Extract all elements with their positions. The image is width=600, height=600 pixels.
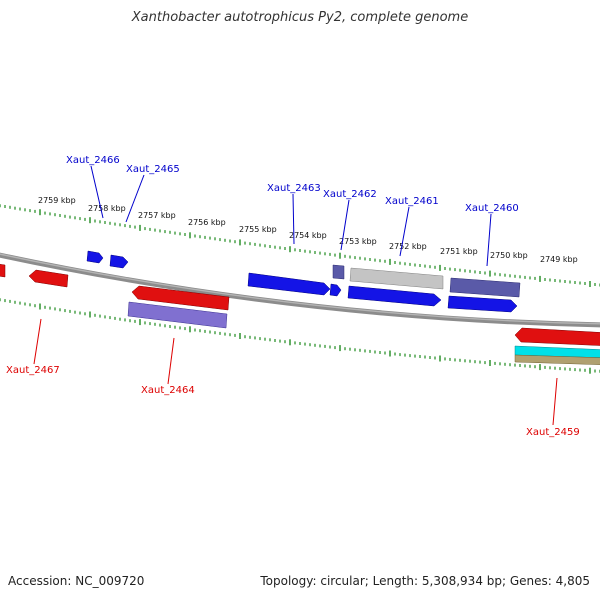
accession-text: Accession: NC_009720 [8,574,145,588]
gene-block-xaut-2461[interactable] [349,267,444,290]
leader-line-xaut-2463 [292,193,295,245]
gene-label-xaut-2461[interactable]: Xaut_2461 [385,196,439,207]
scale-label: 2759 kbp [38,196,76,205]
gene-arrow-xaut-2467[interactable] [28,269,69,288]
leader-line-xaut-2460 [486,213,492,267]
gene-label-xaut-2464[interactable]: Xaut_2464 [141,385,195,396]
scale-label: 2752 kbp [389,242,427,251]
gene-arrow-xaut-2459[interactable] [514,327,600,346]
gene-label-xaut-2465[interactable]: Xaut_2465 [126,164,180,175]
scale-label: 2750 kbp [490,251,528,260]
scale-label: 2756 kbp [188,218,226,227]
leader-line-xaut-2465 [125,174,145,223]
gene-arrow-xaut-2466[interactable] [86,250,104,264]
label-leader-lines [33,165,558,426]
leader-line-xaut-2462 [340,199,350,251]
gene-block-tan[interactable] [514,354,600,365]
leader-line-xaut-2466 [90,165,104,219]
outer-scale-ticks [0,204,600,287]
forward-strand-genes [86,250,521,313]
scale-label: 2757 kbp [138,211,176,220]
scale-label: 2751 kbp [440,247,478,256]
gene-label-xaut-2462[interactable]: Xaut_2462 [323,189,377,200]
scale-label: 2758 kbp [88,204,126,213]
gene-block-edge[interactable] [0,264,6,278]
scale-label: 2753 kbp [339,237,377,246]
genome-summary-text: Topology: circular; Length: 5,308,934 bp… [260,574,590,588]
gene-arrow-xaut-2462-small[interactable] [329,283,342,297]
genome-backbone-highlight [0,253,600,325]
gene-block-xaut-2460[interactable] [449,277,521,298]
leader-line-xaut-2459 [552,377,558,426]
genome-backbone [0,252,600,328]
scale-label: 2754 kbp [289,231,327,240]
gene-block-xaut-2464[interactable] [127,301,228,329]
leader-line-xaut-2461 [399,206,410,257]
leader-line-xaut-2467 [33,318,42,365]
gene-label-xaut-2466[interactable]: Xaut_2466 [66,155,120,166]
reverse-strand-genes [0,264,600,365]
leader-line-xaut-2464 [167,337,175,385]
gene-arrow-xaut-2464[interactable] [131,285,230,311]
gene-arrow-xaut-2460[interactable] [447,295,518,313]
scale-label: 2755 kbp [239,225,277,234]
gene-block-cyan[interactable] [514,345,600,358]
gene-label-xaut-2467[interactable]: Xaut_2467 [6,365,60,376]
map-title: Xanthobacter autotrophicus Py2, complete… [131,10,469,25]
inner-scale-ticks [0,298,600,374]
gene-labels: Xaut_2466 Xaut_2465 Xaut_2463 Xaut_2462 … [6,155,580,438]
gene-label-xaut-2459[interactable]: Xaut_2459 [526,427,580,438]
gene-label-xaut-2463[interactable]: Xaut_2463 [267,183,321,194]
gene-arrow-xaut-2465[interactable] [109,254,129,269]
scale-labels: 2759 kbp 2758 kbp 2757 kbp 2756 kbp 2755… [38,196,578,264]
gene-arrow-xaut-2463[interactable] [247,272,331,296]
gene-block-xaut-2462[interactable] [332,264,345,280]
gene-label-xaut-2460[interactable]: Xaut_2460 [465,203,519,214]
gene-arrow-xaut-2461[interactable] [347,285,442,307]
scale-label: 2749 kbp [540,255,578,264]
